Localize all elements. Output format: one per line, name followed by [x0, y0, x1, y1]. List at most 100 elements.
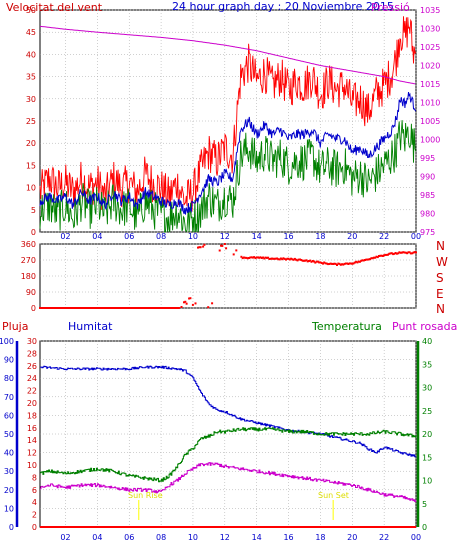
direction-point [41, 307, 44, 309]
direction-point [42, 307, 45, 309]
direction-point [246, 257, 249, 260]
direction-point [102, 307, 105, 309]
direction-point [235, 249, 238, 252]
lower-series-temperature [40, 427, 417, 483]
direction-point [194, 302, 197, 305]
temperature-y-tick-25: 25 [422, 407, 432, 416]
direction-point [413, 251, 416, 254]
direction-letter-n-top: N [436, 239, 445, 253]
direction-point [73, 307, 76, 309]
direction-point [59, 307, 62, 309]
dir-y-tick-90: 90 [26, 288, 36, 297]
wind-x-tick-16: 16 [283, 232, 293, 241]
direction-point [327, 263, 330, 266]
direction-point [115, 307, 118, 309]
direction-point [356, 261, 359, 264]
direction-point [120, 307, 123, 309]
lower-series-humidity [40, 365, 417, 458]
rain-y-tick-16: 16 [27, 424, 37, 433]
direction-point [149, 307, 152, 309]
rain-label: Pluja [2, 320, 28, 333]
direction-point [124, 307, 127, 309]
pressure-y-tick-1025: 1025 [420, 43, 440, 52]
direction-point [343, 262, 346, 265]
pressure-y-tick-995: 995 [420, 154, 435, 163]
direction-point [77, 307, 80, 309]
pressure-y-tick-985: 985 [420, 191, 435, 200]
lower-x-tick-08: 08 [156, 533, 166, 542]
direction-point [348, 262, 351, 265]
direction-point [107, 307, 110, 309]
direction-point [87, 307, 90, 309]
wind-series-low [39, 120, 417, 233]
direction-point [272, 257, 275, 260]
direction-point [111, 307, 114, 309]
direction-point [254, 257, 257, 260]
direction-point [253, 256, 256, 259]
direction-point [341, 263, 344, 266]
direction-point [53, 307, 55, 309]
direction-point [249, 256, 252, 259]
direction-point [44, 307, 47, 309]
direction-point [142, 307, 145, 309]
humidity-y-tick-80: 80 [4, 374, 14, 383]
humidity-y-tick-0: 0 [9, 523, 14, 532]
pressure-y-tick-1005: 1005 [420, 117, 440, 126]
direction-point [202, 245, 205, 248]
direction-point [301, 259, 304, 262]
direction-point [344, 262, 347, 265]
direction-point [244, 256, 247, 259]
direction-point [101, 307, 104, 309]
direction-point [132, 307, 134, 309]
direction-point [265, 256, 268, 259]
direction-point [174, 307, 177, 309]
direction-point [300, 259, 303, 261]
direction-point [155, 307, 157, 309]
direction-point [342, 263, 345, 266]
direction-point [319, 261, 322, 264]
direction-point [383, 254, 386, 257]
direction-point [97, 307, 100, 309]
dir-y-tick-0: 0 [31, 304, 36, 313]
wind-series-avg [39, 91, 417, 215]
temperature-y-tick-10: 10 [422, 477, 432, 486]
direction-point [49, 307, 52, 309]
direction-point [314, 261, 317, 264]
direction-point [98, 307, 101, 309]
direction-point [273, 257, 276, 260]
direction-point [274, 257, 277, 260]
wind-x-tick-14: 14 [252, 232, 262, 241]
direction-point [402, 251, 405, 254]
dir-y-tick-270: 270 [21, 256, 36, 265]
direction-point [116, 307, 119, 309]
pressure-y-tick-975: 975 [420, 228, 435, 237]
direction-point [355, 260, 358, 263]
wind-y-tick-5: 5 [31, 206, 36, 215]
direction-point [279, 257, 282, 260]
wind-y-tick-25: 25 [26, 117, 36, 126]
wind-x-tick-20: 20 [347, 232, 357, 241]
direction-point [51, 307, 54, 309]
pressure-y-tick-990: 990 [420, 173, 435, 182]
direction-point [378, 255, 380, 257]
rain-y-tick-14: 14 [27, 436, 37, 445]
direction-point [128, 307, 131, 309]
wind-y-tick-0: 0 [31, 228, 36, 237]
direction-point [151, 307, 154, 309]
direction-point [72, 307, 75, 309]
direction-point [330, 262, 333, 265]
direction-point [47, 307, 50, 309]
direction-point [207, 306, 210, 309]
direction-point [82, 307, 85, 309]
wind-y-tick-30: 30 [26, 95, 36, 104]
grid-layer [40, 9, 417, 528]
direction-point [96, 307, 99, 309]
direction-point [283, 257, 286, 260]
direction-point [268, 258, 271, 260]
direction-point [160, 307, 163, 309]
direction-point [162, 307, 165, 309]
direction-point [395, 252, 398, 255]
direction-point [287, 257, 290, 260]
direction-point [286, 257, 289, 260]
humidity-y-tick-60: 60 [4, 411, 14, 420]
